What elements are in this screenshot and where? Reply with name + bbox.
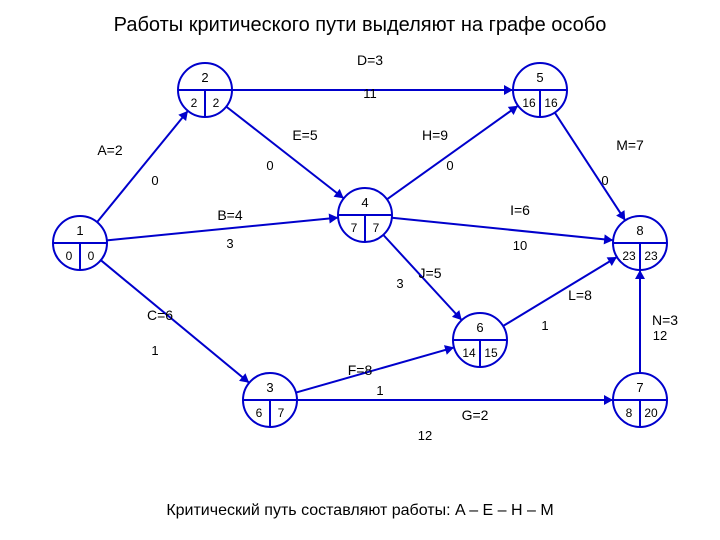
graph-node: 47 7 [338,188,392,242]
node-early: 6 [256,406,263,420]
edge-slack: 0 [446,158,453,173]
edge-slack: 1 [151,343,158,358]
node-id: 1 [76,223,83,238]
arrowhead-icon [504,85,513,95]
edge-label: L=8 [568,287,592,303]
node-id: 6 [476,320,483,335]
edge-label: D=3 [357,52,383,68]
edge-slack: 0 [151,173,158,188]
node-id: 5 [536,70,543,85]
arrowhead-icon [604,234,613,244]
footer-text: Критический путь составляют работы: A – … [0,502,720,520]
arrowhead-icon [444,345,454,355]
edge-label: B=4 [217,207,243,223]
node-early: 2 [191,96,198,110]
edge [392,218,613,241]
node-late: 2 [213,96,220,110]
edge-label: J=5 [419,265,442,281]
graph-node: 36 7 [243,373,297,427]
edge-slack: 3 [396,276,403,291]
edge-label: C=6 [147,307,173,323]
edge-slack: 10 [513,238,527,253]
graph-node: 823 23 [613,216,667,270]
edge-label: A=2 [97,142,123,158]
node-late: 0 [88,249,95,263]
edge-label: M=7 [616,137,644,153]
edge-label: G=2 [462,407,489,423]
graph-node: 10 0 [53,216,107,270]
graph-node: 222 [178,63,232,117]
node-id: 2 [201,70,208,85]
node-early: 16 [522,96,536,110]
edge [101,260,249,383]
edge [226,107,343,199]
edge-label: I=6 [510,202,530,218]
edge [503,257,617,326]
node-late: 7 [278,406,285,420]
arrowhead-icon [334,189,344,198]
node-id: 7 [636,380,643,395]
arrowhead-icon [329,214,338,224]
node-early: 23 [622,249,636,263]
edge [387,106,518,200]
edge-slack: 12 [653,328,667,343]
node-late: 15 [484,346,498,360]
edge-slack: 0 [601,173,608,188]
graph-node: 516 16 [513,63,567,117]
edge-label: E=5 [292,127,318,143]
node-early: 0 [66,249,73,263]
arrowhead-icon [508,106,518,115]
edge-label: F=8 [348,362,373,378]
node-early: 8 [626,406,633,420]
node-late: 23 [644,249,658,263]
edge-slack: 3 [226,236,233,251]
edge-slack: 11 [363,86,377,101]
node-early: 14 [462,346,476,360]
node-late: 20 [644,406,658,420]
edge [296,347,454,392]
edge-label: H=9 [422,127,448,143]
edge-slack: 1 [376,383,383,398]
arrowhead-icon [604,395,613,405]
edge-slack: 12 [418,428,432,443]
edge [555,113,625,221]
node-early: 7 [351,221,358,235]
edge-slack: 1 [541,318,548,333]
arrowhead-icon [635,270,645,279]
graph-canvas: 1002223674775161661415782082323 A=20B=43… [0,0,720,500]
node-id: 8 [636,223,643,238]
graph-node: 78 20 [613,373,667,427]
edge [97,111,188,222]
node-late: 16 [544,96,558,110]
node-id: 4 [361,195,368,210]
edge-slack: 0 [266,158,273,173]
node-id: 3 [266,380,273,395]
edge-label: N=3 [652,312,678,328]
graph-node: 614 15 [453,313,507,367]
node-late: 7 [373,221,380,235]
